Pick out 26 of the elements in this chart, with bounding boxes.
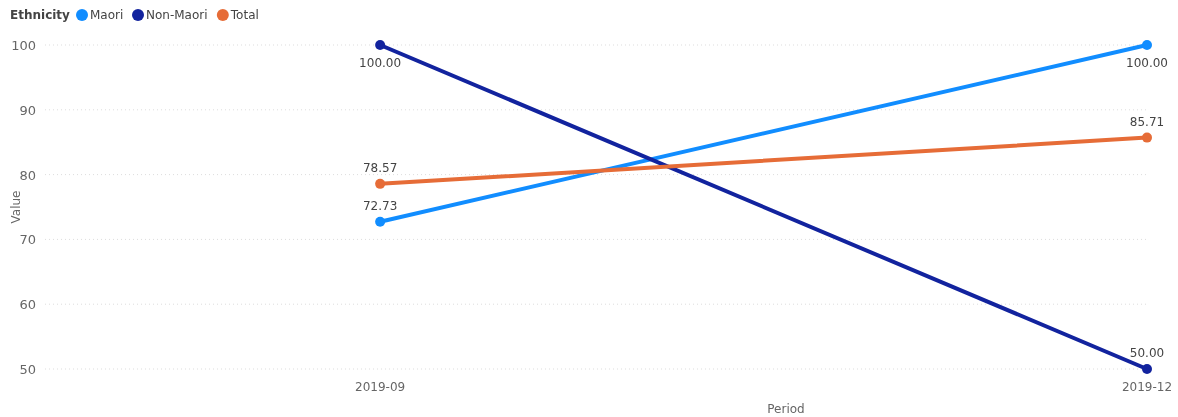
data-label: 100.00 xyxy=(1126,56,1168,70)
data-label: 78.57 xyxy=(362,160,398,175)
y-tick-label: 80 xyxy=(19,167,36,183)
legend-label: Maori xyxy=(90,8,124,22)
point xyxy=(375,178,386,189)
y-axis-title: Value xyxy=(9,190,23,224)
x-tick-label: 2019-09 xyxy=(355,380,406,394)
data-label: 100.00 xyxy=(359,56,402,70)
legend-title: Ethnicity xyxy=(10,8,71,22)
y-tick-label: 60 xyxy=(19,297,36,313)
y-tick-label: 70 xyxy=(19,232,36,248)
point xyxy=(1142,132,1152,143)
legend-label: Total xyxy=(229,8,259,22)
point xyxy=(375,40,386,50)
data-label: 72.73 xyxy=(362,198,398,213)
x-tick-label: 2019-12 xyxy=(1121,380,1173,394)
legend-label: Non-Maori xyxy=(146,8,208,22)
point xyxy=(1142,40,1152,50)
data-label: 85.71 xyxy=(1129,114,1165,129)
y-tick-label: 90 xyxy=(19,102,36,118)
y-tick-label: 50 xyxy=(19,362,36,377)
y-tick-label: 100 xyxy=(11,38,36,53)
point xyxy=(1142,364,1152,374)
data-label: 50.00 xyxy=(1129,346,1165,360)
x-axis-title: Period xyxy=(767,402,805,416)
point xyxy=(375,216,386,227)
